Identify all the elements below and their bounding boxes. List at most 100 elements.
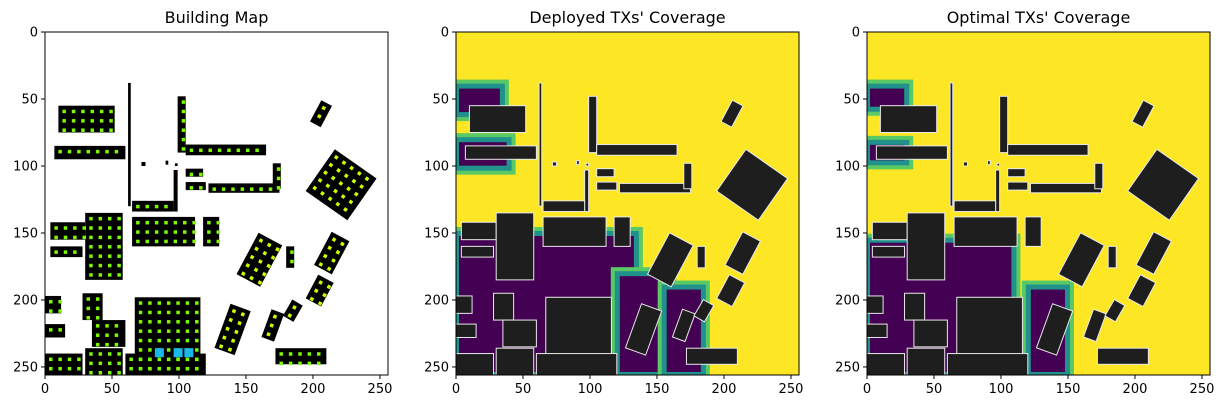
candidate-marker [90,109,95,114]
candidate-marker [298,361,302,366]
candidate-marker [181,100,186,104]
candidate-marker [199,172,203,177]
candidate-marker [114,333,119,337]
building [996,162,1001,167]
candidate-marker [107,216,112,221]
y-tick-label: 100 [835,159,860,174]
candidate-marker [325,183,331,189]
deployed-tx-marker [184,348,194,358]
candidate-marker [81,128,85,132]
y-tick-label: 0 [30,26,38,41]
candidate-marker [279,352,283,356]
candidate-marker [364,176,370,182]
building [987,160,991,166]
candidate-marker [249,254,255,260]
candidate-marker [166,338,171,343]
building [671,308,696,343]
building [879,105,938,133]
candidate-marker [107,254,112,258]
building [624,303,663,356]
candidate-marker [154,230,159,234]
candidate-marker [138,366,143,371]
building [683,162,693,190]
building [214,303,251,356]
x-tick-label: 100 [167,382,192,397]
candidate-marker [63,235,68,240]
building [995,169,1001,213]
candidate-marker [90,128,95,132]
candidate-marker [138,357,143,362]
x-tick-label: 200 [301,382,326,397]
candidate-marker [107,235,112,240]
candidate-marker [351,178,357,184]
candidate-marker [218,344,224,349]
candidate-marker [98,235,103,240]
candidate-marker [290,259,294,264]
candidate-marker [157,357,162,362]
candidate-marker [268,187,273,191]
candidate-marker [117,263,121,268]
candidate-marker [236,148,241,153]
candidate-marker [173,230,178,234]
candidate-marker [89,263,93,268]
candidate-marker [245,148,250,153]
candidate-marker [86,306,91,311]
candidate-marker [99,109,104,114]
x-tick-label: 200 [1123,382,1148,397]
candidate-marker [269,323,275,328]
candidate-marker [90,119,95,123]
candidate-marker [89,352,93,356]
candidate-marker [105,149,109,154]
building [1104,298,1126,323]
building [585,162,590,167]
candidate-marker [117,370,121,375]
candidate-marker [107,273,112,277]
candidate-marker [148,348,152,352]
candidate-marker [117,352,121,356]
candidate-marker [58,149,62,154]
candidate-marker [73,226,77,230]
building [613,216,631,247]
candidate-marker [261,271,267,277]
candidate-marker [145,204,149,209]
building [125,353,206,375]
building [906,347,946,375]
candidate-marker [234,329,239,335]
building [1126,148,1200,221]
candidate-marker [89,245,93,249]
candidate-marker [71,109,76,114]
candidate-marker [276,167,281,171]
x-tick-label: 150 [645,382,670,397]
candidate-marker [343,173,349,179]
building [720,99,744,128]
candidate-marker [138,329,143,333]
x-tick-label: 150 [234,382,259,397]
candidate-marker [225,326,230,332]
building [716,273,746,308]
image-area [456,32,799,375]
building [904,292,926,321]
candidate-marker [176,320,180,324]
candidate-marker [82,235,87,240]
building [1131,99,1155,128]
candidate-marker [331,237,337,242]
building [949,82,954,207]
y-tick-label: 150 [835,226,860,241]
building [685,347,738,365]
candidate-marker [185,310,190,315]
building [953,200,997,213]
candidate-marker [157,301,162,305]
candidate-marker [86,316,91,320]
building [185,168,204,177]
candidate-marker [77,366,81,371]
x-tick-label: 250 [779,382,804,397]
candidate-marker [109,128,113,132]
candidate-marker [107,245,112,249]
candidate-marker [227,148,231,153]
candidate-marker [185,366,190,371]
y-tick-label: 200 [835,293,860,308]
y-tick-label: 0 [852,26,860,41]
candidate-marker [181,147,186,151]
candidate-marker [49,309,53,313]
